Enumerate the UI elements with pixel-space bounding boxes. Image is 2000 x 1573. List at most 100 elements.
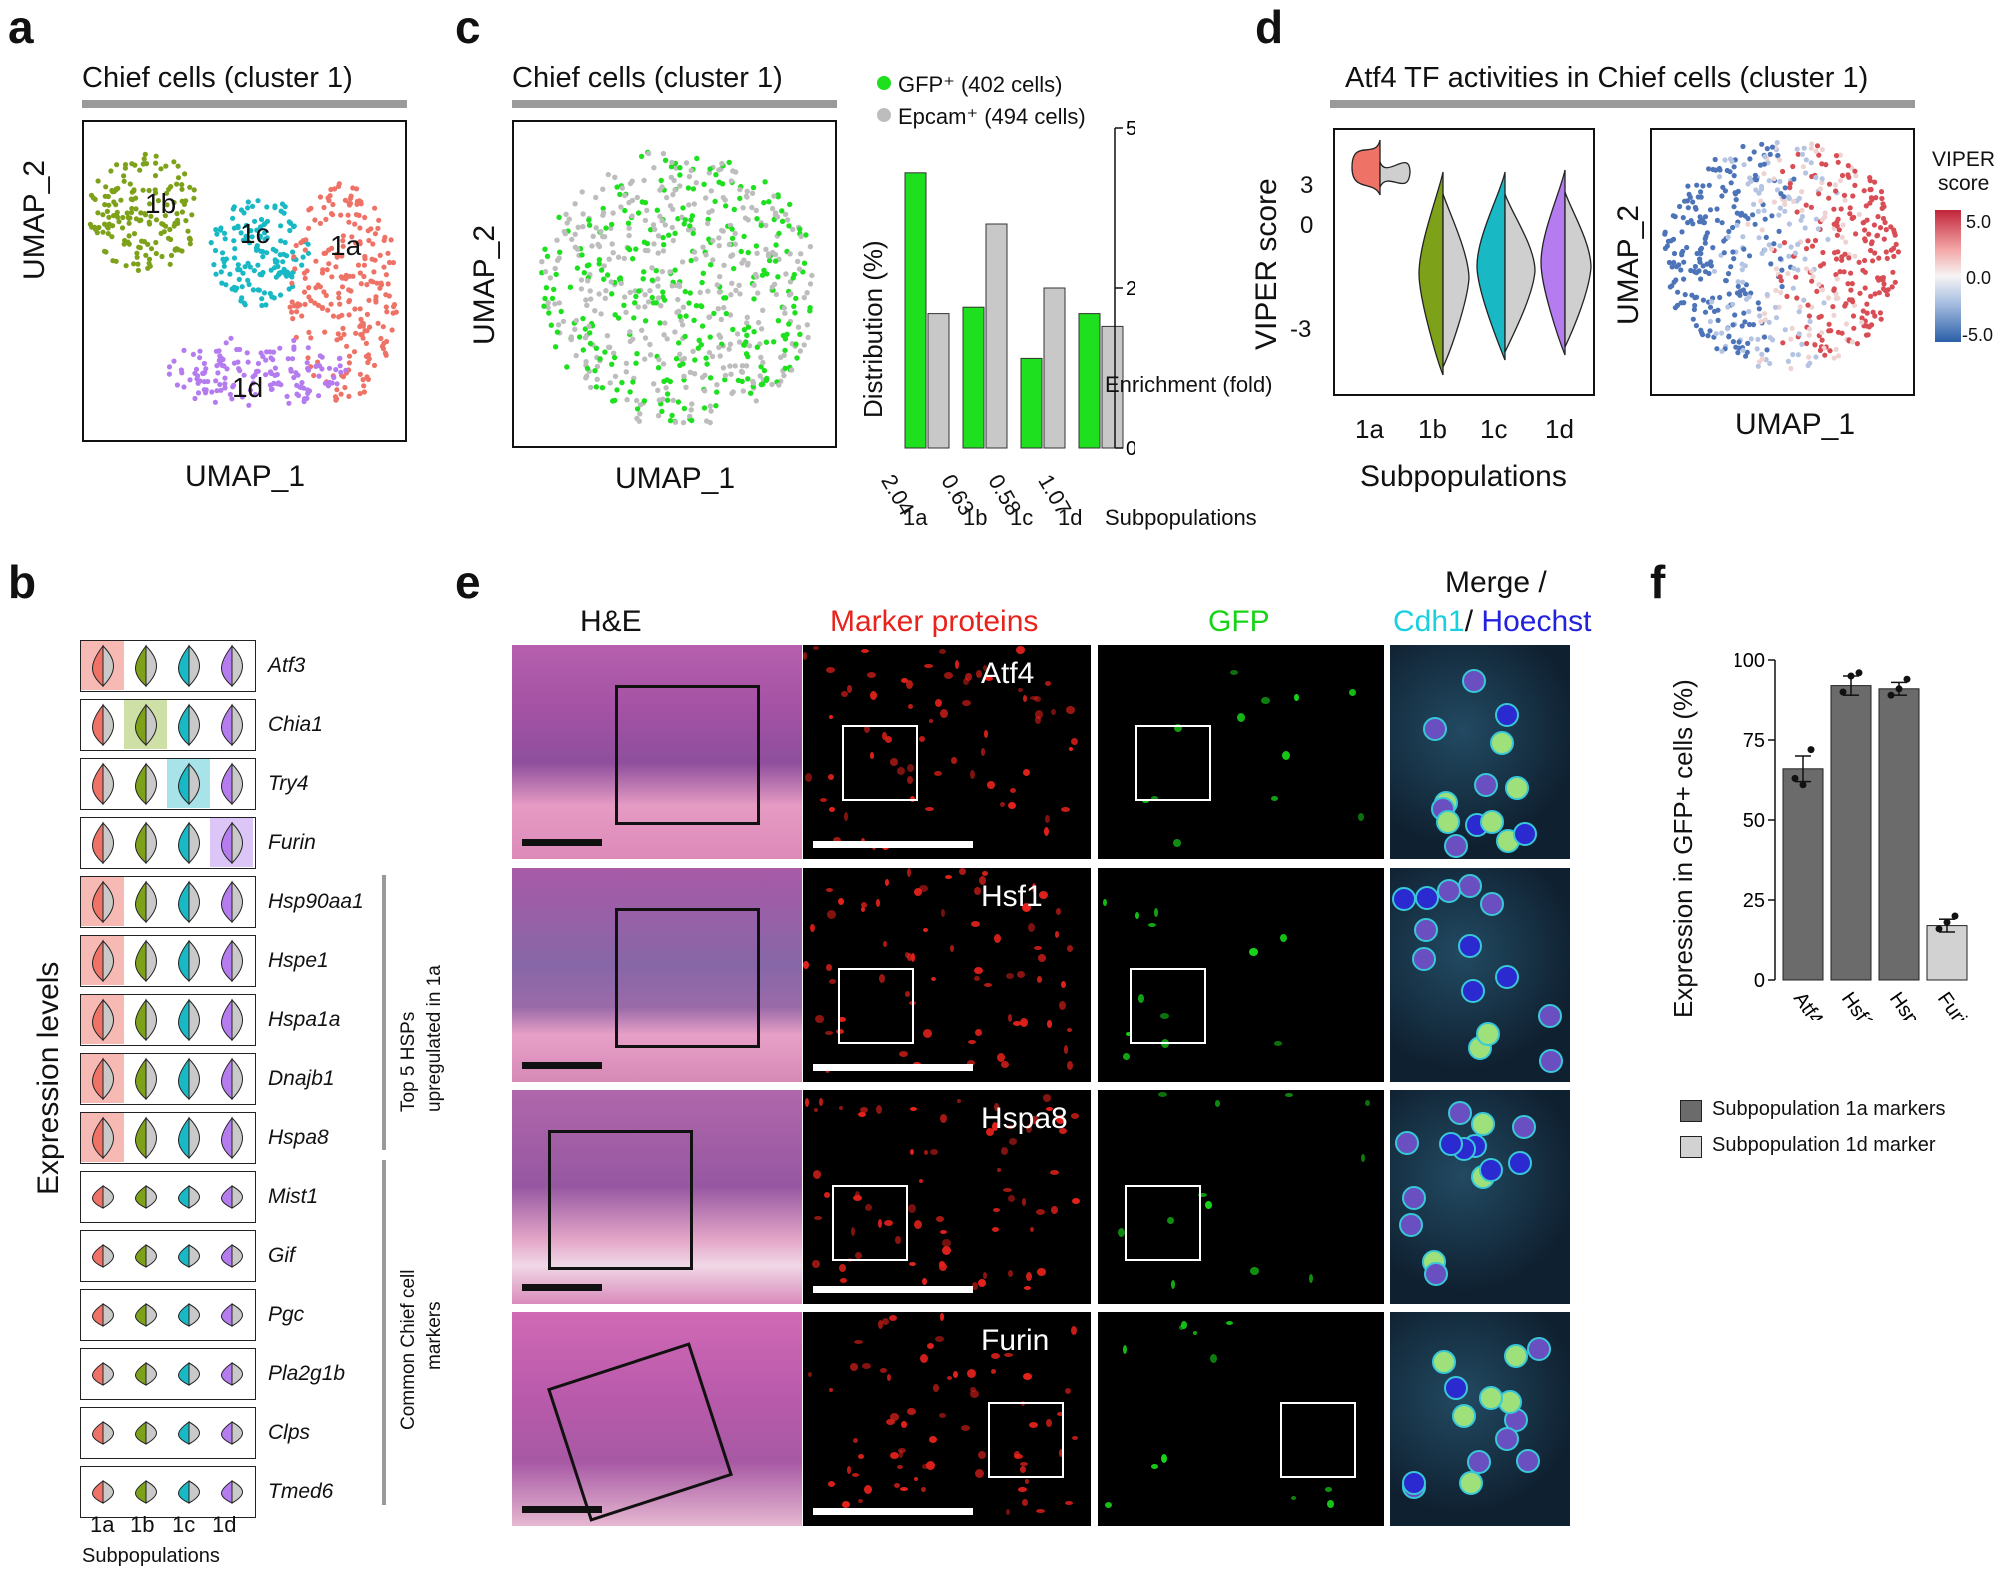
- umap-a-point: [131, 187, 137, 193]
- umap-d-point: [1806, 332, 1812, 338]
- umap-c-epcam-point: [690, 348, 696, 354]
- panel-b-ylabel: Expression levels: [32, 961, 65, 1195]
- he-inset-box: [615, 685, 760, 825]
- he-inset-box: [615, 908, 760, 1048]
- umap-c-gfp-point: [772, 258, 779, 264]
- violin-d-1c: [1476, 171, 1506, 361]
- umap-a-point: [251, 268, 257, 274]
- umap-a-point: [340, 238, 346, 244]
- umap-d-point: [1766, 242, 1772, 248]
- umap-d-point: [1816, 281, 1822, 287]
- violin-b-Furin-1d-epcam: [231, 821, 243, 865]
- umap-c-gfp-point: [775, 194, 781, 200]
- umap-a-point: [328, 186, 334, 193]
- umap-c-epcam-point: [758, 354, 764, 361]
- umap-d-point: [1826, 195, 1832, 201]
- umap-d-point: [1830, 304, 1836, 310]
- umap-d-point: [1806, 313, 1812, 319]
- umap-a-point: [153, 239, 159, 246]
- bar-f-Furin: [1926, 925, 1968, 981]
- violin-b-Hspa8-1b-epcam: [145, 1116, 157, 1160]
- umap-a-point: [384, 338, 390, 345]
- umap-d-point: [1739, 267, 1745, 273]
- umap-d-point: [1819, 161, 1825, 167]
- umap-c-epcam-point: [667, 203, 674, 209]
- umap-a-point: [163, 163, 169, 169]
- umap-c-epcam-point: [750, 380, 757, 386]
- violin-b-Tmed6-1a: [92, 1480, 104, 1504]
- violin-b-Dnajb1-1b-epcam: [145, 1057, 157, 1101]
- umap-a-point: [220, 356, 226, 363]
- umap-c-epcam-point: [784, 217, 791, 223]
- umap-d-point: [1761, 311, 1768, 317]
- b-xtick-1c: 1c: [172, 1512, 196, 1537]
- umap-a-point: [123, 263, 129, 269]
- umap-c-gfp-point: [681, 221, 687, 227]
- umap-d-point: [1681, 259, 1687, 265]
- umap-d-point: [1726, 291, 1732, 297]
- umap-c-epcam-point: [722, 372, 729, 379]
- umap-a-point: [302, 247, 308, 253]
- panel-label-e: e: [455, 556, 481, 608]
- umap-d-point: [1774, 187, 1781, 193]
- umap-d-point: [1795, 151, 1801, 157]
- umap-d-point: [1819, 287, 1825, 293]
- umap-a-point: [386, 293, 392, 299]
- umap-d-point: [1773, 266, 1780, 272]
- umap-c-epcam-point: [687, 413, 693, 419]
- panel-d-violin: [1333, 128, 1595, 396]
- gene-label-Hspa8: Hspa8: [268, 1126, 329, 1149]
- umap-c-epcam-point: [704, 220, 711, 227]
- cluster-label-1b: 1b: [145, 188, 177, 219]
- umap-c-epcam-point: [765, 253, 772, 259]
- umap-a-point: [270, 246, 276, 252]
- umap-a-point: [203, 366, 209, 372]
- umap-a-point: [267, 290, 273, 297]
- bar-c-1c-gfp: [1020, 357, 1043, 449]
- umap-c-epcam-point: [593, 225, 599, 231]
- umap-d-point: [1751, 149, 1757, 155]
- umap-a-point: [146, 256, 153, 262]
- umap-c-epcam-point: [722, 197, 728, 203]
- umap-c-epcam-point: [651, 165, 657, 171]
- umap-a-point: [366, 237, 372, 244]
- umap-c-epcam-point: [782, 310, 788, 316]
- umap-c-epcam-point: [642, 335, 649, 341]
- col-he: H&E: [580, 605, 642, 638]
- umap-d-point: [1839, 234, 1845, 240]
- umap-d-point: [1714, 206, 1720, 212]
- violin-b-Mist1-1a: [92, 1185, 104, 1209]
- umap-d-point: [1841, 269, 1847, 275]
- umap-a-point: [374, 280, 380, 286]
- umap-d-point: [1833, 153, 1840, 159]
- umap-a-point: [270, 357, 276, 363]
- umap-c-gfp-point: [579, 252, 585, 258]
- umap-c-epcam-point: [703, 252, 709, 258]
- umap-a-point: [320, 267, 326, 273]
- umap-a-point: [341, 331, 347, 337]
- violin-b-Atf3-1a-epcam: [102, 644, 114, 688]
- umap-a-point: [339, 284, 346, 290]
- scale-bar-he: [522, 839, 602, 846]
- umap-a-point: [100, 229, 106, 235]
- umap-c-epcam-point: [790, 226, 796, 232]
- umap-c-epcam-point: [634, 194, 640, 201]
- umap-d-point: [1697, 214, 1703, 220]
- umap-a-point: [247, 264, 253, 270]
- umap-d-point: [1671, 259, 1677, 266]
- umap-d-point: [1872, 291, 1878, 297]
- umap-d-point: [1794, 146, 1800, 152]
- violin-b-Tmed6-1d-epcam: [231, 1480, 243, 1504]
- umap-a-point: [322, 329, 328, 335]
- umap-c-epcam-point: [598, 311, 604, 317]
- umap-a-point: [364, 282, 370, 288]
- merge-image-Hsf1: [1390, 868, 1570, 1082]
- umap-c-gfp-point: [653, 268, 659, 274]
- umap-a-point: [304, 360, 310, 366]
- umap-c-epcam-point: [809, 272, 815, 279]
- umap-d-point: [1702, 214, 1709, 220]
- umap-a-point: [105, 225, 111, 231]
- umap-d-point: [1837, 152, 1843, 158]
- umap-a-point: [280, 259, 286, 265]
